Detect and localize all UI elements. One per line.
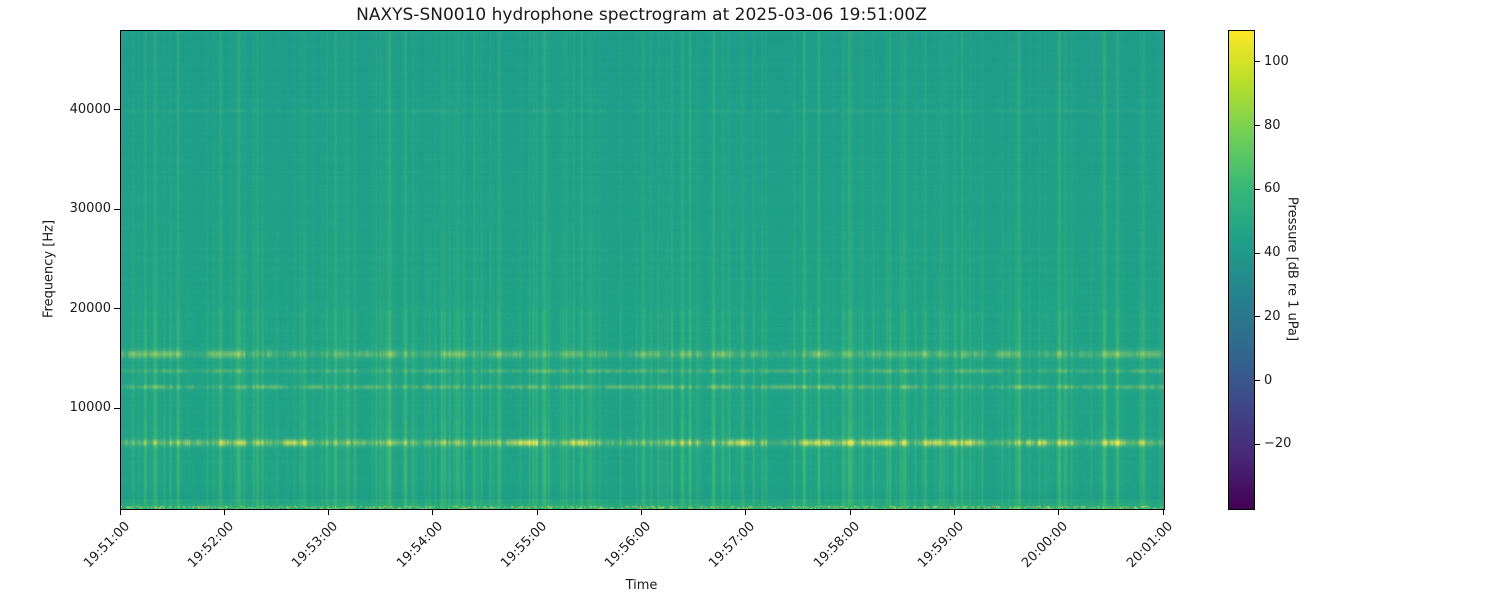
x-tick-mark bbox=[119, 509, 121, 515]
x-tick-mark bbox=[536, 509, 538, 515]
x-axis-label: Time bbox=[625, 578, 658, 593]
colorbar-tick-label: 40 bbox=[1264, 245, 1281, 261]
colorbar-tick-mark bbox=[1255, 252, 1260, 254]
y-tick-mark bbox=[114, 407, 120, 409]
y-tick-mark bbox=[114, 308, 120, 310]
x-tick-mark bbox=[223, 509, 225, 515]
colorbar-tick-label: 20 bbox=[1264, 308, 1281, 324]
plot-area bbox=[120, 30, 1165, 510]
x-tick-label: 19:59:00 bbox=[915, 519, 968, 571]
colorbar-tick-label: 80 bbox=[1264, 117, 1281, 133]
y-tick-label: 40000 bbox=[69, 101, 111, 117]
x-tick-label: 19:54:00 bbox=[393, 519, 446, 571]
y-tick-label: 30000 bbox=[69, 201, 111, 217]
colorbar-tick-mark bbox=[1255, 316, 1260, 318]
x-tick-label: 19:51:00 bbox=[80, 519, 133, 571]
x-tick-label: 19:53:00 bbox=[289, 519, 342, 571]
colorbar-tick-label: 100 bbox=[1264, 53, 1289, 69]
x-tick-mark bbox=[953, 509, 955, 515]
y-tick-mark bbox=[114, 109, 120, 111]
x-tick-mark bbox=[1058, 509, 1060, 515]
colorbar-tick-label: 60 bbox=[1264, 181, 1281, 197]
colorbar-tick-mark bbox=[1255, 443, 1260, 445]
y-tick-label: 10000 bbox=[69, 400, 111, 416]
x-tick-label: 19:57:00 bbox=[706, 519, 759, 571]
x-tick-mark bbox=[1162, 509, 1164, 515]
x-tick-mark bbox=[849, 509, 851, 515]
colorbar-tick-label: 0 bbox=[1264, 372, 1273, 388]
x-tick-label: 20:01:00 bbox=[1123, 519, 1176, 571]
spectrogram-image bbox=[121, 31, 1164, 509]
x-tick-label: 19:56:00 bbox=[602, 519, 655, 571]
colorbar bbox=[1228, 30, 1255, 510]
colorbar-tick-mark bbox=[1255, 61, 1260, 63]
x-tick-mark bbox=[432, 509, 434, 515]
x-tick-mark bbox=[328, 509, 330, 515]
colorbar-tick-label: −20 bbox=[1264, 436, 1292, 452]
chart-title: NAXYS-SN0010 hydrophone spectrogram at 2… bbox=[356, 5, 927, 25]
colorbar-label: Pressure [dB re 1 uPa] bbox=[1284, 196, 1300, 342]
x-tick-mark bbox=[641, 509, 642, 515]
x-tick-label: 19:52:00 bbox=[185, 519, 237, 571]
colorbar-tick-mark bbox=[1255, 125, 1260, 127]
colorbar-tick-mark bbox=[1255, 380, 1260, 382]
colorbar-tick-mark bbox=[1255, 188, 1260, 190]
colorbar-gradient bbox=[1229, 31, 1254, 509]
y-tick-mark bbox=[114, 208, 120, 210]
x-tick-label: 19:58:00 bbox=[810, 519, 863, 571]
x-tick-label: 19:55:00 bbox=[497, 519, 550, 571]
x-tick-mark bbox=[745, 509, 747, 515]
x-tick-label: 20:00:00 bbox=[1019, 519, 1072, 571]
y-tick-label: 20000 bbox=[69, 300, 111, 316]
y-axis-label: Frequency [Hz] bbox=[41, 219, 57, 319]
